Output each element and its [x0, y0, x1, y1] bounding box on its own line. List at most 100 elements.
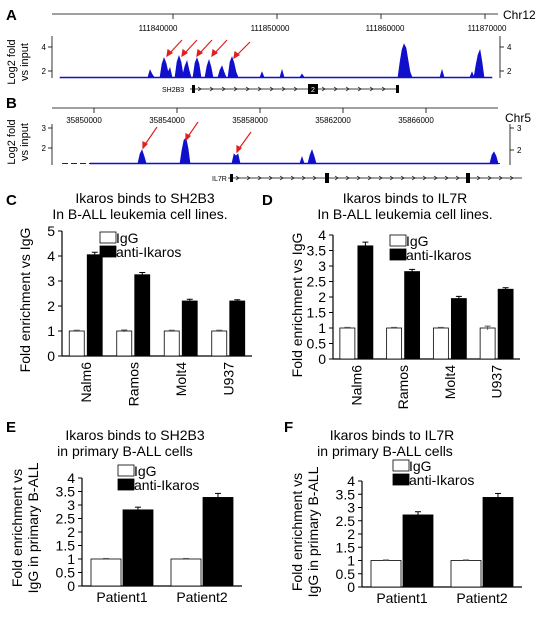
panel-letter-e: E — [6, 419, 16, 436]
track-ytick-b-2: 2 — [42, 144, 47, 153]
track-ytick-right-b-3: 3 — [517, 124, 522, 133]
coordinate-ticks-a — [172, 14, 486, 19]
bar-igg — [432, 327, 449, 360]
coord-label-a-1: 111850000 — [251, 24, 290, 33]
plot-area-d: 00.511.522.533.54 Nalm6 Ramos Molt4 U937 IgGa… — [307, 227, 520, 409]
y-tick-label: 4 — [67, 470, 75, 486]
y-tick-label: 1 — [67, 551, 75, 567]
y-tick-label: 1 — [47, 323, 55, 339]
y-tick-label: 4 — [47, 248, 55, 264]
chart-title-f-line2: in primary B-ALL cells — [317, 443, 453, 459]
x-tick-label: U937 — [220, 362, 236, 396]
y-tick-label: 3 — [347, 500, 355, 516]
y-tick-label: 2 — [347, 526, 355, 542]
x-tick-label: Nalm6 — [348, 365, 364, 406]
y-tick-label: 0.5 — [336, 566, 356, 582]
y-tick-label: 3.5 — [307, 243, 327, 259]
peak-arrow-a-5 — [235, 41, 251, 57]
bar-panel-e: E Ikaros binds to SH2B3 in primary B-ALL… — [6, 419, 242, 605]
track-ytick-right-b-2: 2 — [517, 146, 522, 155]
bar-anti-ikaros — [404, 271, 421, 360]
chart-ylabel-d: Fold enrichment vs IgG — [289, 233, 305, 378]
y-tick-label: 2 — [67, 524, 75, 540]
panel-b: B Chr5 35850000 35854000 35858000 358620… — [6, 95, 531, 183]
y-tick-label: 3.5 — [56, 484, 76, 500]
coord-label-a-2: 111860000 — [366, 24, 405, 33]
y-tick-label: 0 — [67, 578, 75, 594]
y-tick-label: 0 — [318, 351, 326, 367]
legend-swatch — [99, 245, 117, 258]
exon-a-1 — [192, 85, 195, 93]
chip-signal-a — [59, 43, 493, 79]
gene-strand-arrows-b — [235, 175, 514, 181]
panel-letter-b: B — [6, 95, 17, 112]
x-tick-label: Patient2 — [456, 590, 508, 606]
chart-title-d-line2: In B-ALL leukemia cell lines. — [317, 206, 492, 222]
peak-arrow-b-1 — [143, 126, 158, 147]
y-tick-label: 1 — [318, 320, 326, 336]
bar-anti-ikaros — [134, 274, 151, 357]
x-tick-label: Patient1 — [96, 589, 148, 605]
track-ytick-right-a-4: 4 — [507, 43, 512, 52]
chrom-label-b: Chr5 — [505, 111, 531, 125]
exon-a-3 — [396, 85, 399, 93]
y-tick-label: 2 — [47, 298, 55, 314]
bar-anti-ikaros — [482, 497, 514, 588]
panel-letter-d: D — [262, 192, 273, 209]
y-tick-label: 0.5 — [307, 336, 327, 352]
y-tick-label: 1.5 — [56, 538, 76, 554]
chart-ylabel-f-line1: Fold enrichment vs — [289, 473, 305, 591]
bar-anti-ikaros — [497, 288, 514, 360]
x-tick-label: Molt4 — [173, 362, 189, 396]
bar-anti-ikaros — [86, 254, 103, 357]
chart-title-e-line2: in primary B-ALL cells — [57, 443, 193, 459]
y-tick-label: 1 — [347, 553, 355, 569]
legend-swatch — [389, 248, 407, 261]
bar-igg — [386, 327, 403, 360]
chrom-label-a: Chr12 — [503, 8, 536, 22]
bar-anti-ikaros — [202, 497, 234, 587]
legend-label: IgG — [409, 458, 432, 474]
y-tick-label: 2.5 — [56, 511, 76, 527]
y-tick-label: 0.5 — [56, 565, 76, 581]
legend-swatch — [117, 478, 135, 491]
chart-title-c-line2: In B-ALL leukemia cell lines. — [52, 206, 227, 222]
bar-anti-ikaros — [402, 514, 434, 588]
legend-label: IgG — [406, 233, 429, 249]
bar-igg — [116, 330, 133, 357]
gene-strand-arrows-a — [197, 86, 386, 92]
bar-igg — [170, 558, 202, 587]
x-tick-label: Ramos — [125, 362, 141, 406]
chart-title-f-line1: Ikaros binds to IL7R — [330, 427, 455, 443]
bar-anti-ikaros — [122, 509, 154, 587]
y-tick-label: 0 — [47, 348, 55, 364]
coord-label-b-2: 35858000 — [232, 116, 268, 125]
coord-label-b-4: 35866000 — [398, 116, 434, 125]
track-ylabel-a-line2: vs input — [19, 43, 31, 81]
legend-label: IgG — [134, 463, 157, 479]
x-tick-label: U937 — [489, 365, 505, 399]
y-tick-label: 1.5 — [307, 305, 327, 321]
x-tick-label: Patient2 — [176, 589, 228, 605]
track-ytick-a-4: 4 — [42, 43, 47, 52]
bar-igg — [211, 330, 228, 357]
coord-label-a-3: 111870000 — [468, 24, 507, 33]
gene-label-b: IL7R — [212, 176, 227, 183]
bar-igg — [479, 327, 496, 360]
chart-title-d-line1: Ikaros binds to IL7R — [343, 190, 468, 206]
peak-arrows-a — [166, 39, 251, 60]
plot-area-f: 00.511.522.533.54 Patient1 Patient2 IgGanti… — [336, 458, 522, 606]
coord-label-b-3: 35862000 — [315, 116, 351, 125]
legend-label: anti-Ikaros — [406, 247, 471, 263]
legend-swatch — [117, 464, 135, 477]
chart-ylabel-e-line1: Fold enrichment vs — [9, 469, 25, 587]
gene-label-a: SH2B3 — [162, 87, 184, 94]
legend-label: IgG — [116, 230, 139, 246]
chart-ylabel-f-line2: IgG in primary B-ALL — [305, 466, 321, 597]
y-tick-label: 0 — [347, 579, 355, 595]
legend-swatch — [392, 459, 410, 472]
panel-letter-a: A — [6, 7, 17, 24]
track-ylabel-b-line2: vs input — [19, 123, 31, 161]
